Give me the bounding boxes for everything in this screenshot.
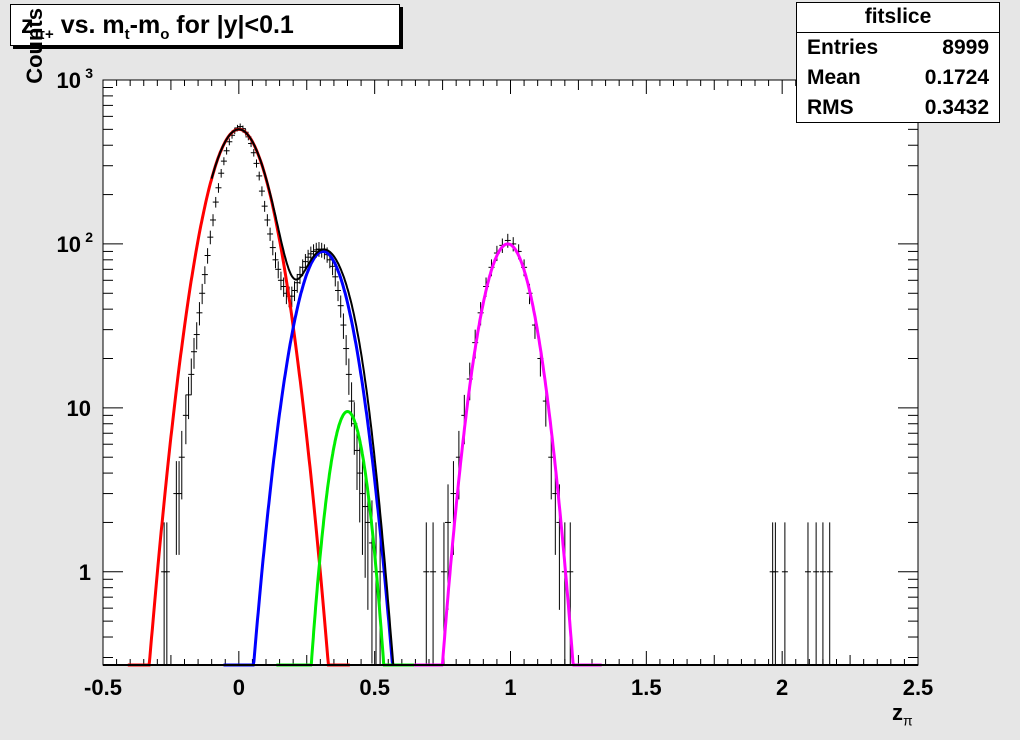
title-z: z xyxy=(21,11,34,39)
fit-curves xyxy=(103,127,918,667)
y-tick-exponent: 2 xyxy=(85,229,93,245)
y-tick-label: 10 xyxy=(57,232,81,257)
fit-curve-1 xyxy=(223,249,423,667)
title-vs: vs. m xyxy=(53,11,125,39)
x-axis-label: zπ xyxy=(892,700,913,729)
stats-row-entries: Entries 8999 xyxy=(797,33,999,63)
title-o-sub: o xyxy=(160,26,170,43)
stats-label: RMS xyxy=(807,96,854,119)
x-tick-label: 0.5 xyxy=(359,675,390,700)
x-tick-label: 0 xyxy=(233,675,245,700)
stats-value: 0.3432 xyxy=(924,96,989,119)
x-tick-label: 1 xyxy=(504,675,516,700)
stats-value: 0.1724 xyxy=(924,66,989,89)
stats-box: fitslice Entries 8999 Mean 0.1724 RMS 0.… xyxy=(796,2,1000,123)
title-z-sub: π+ xyxy=(33,26,54,43)
title-rest: for |y|<0.1 xyxy=(169,11,294,39)
stats-row-rms: RMS 0.3432 xyxy=(797,93,999,123)
y-axis-label: Counts xyxy=(22,8,47,84)
x-tick-label: -0.5 xyxy=(84,675,122,700)
title-dash: -m xyxy=(129,11,161,39)
title-m-sub: t xyxy=(124,26,130,43)
stats-name: fitslice xyxy=(797,3,999,33)
y-tick-label: 1 xyxy=(79,560,91,585)
x-tick-label: 1.5 xyxy=(631,675,662,700)
x-tick-label: 2 xyxy=(776,675,788,700)
stats-label: Mean xyxy=(807,66,861,89)
x-tick-label: 2.5 xyxy=(903,675,934,700)
stats-row-mean: Mean 0.1724 xyxy=(797,63,999,93)
y-tick-label: 10 xyxy=(57,68,81,93)
fit-curve-3 xyxy=(413,242,602,667)
stats-value: 8999 xyxy=(942,36,989,59)
stats-label: Entries xyxy=(807,36,879,59)
y-tick-label: 10 xyxy=(67,396,91,421)
x-axis-label-sub: π xyxy=(903,712,913,729)
fit-curve-4 xyxy=(210,128,397,666)
chart-title: zπ+ vs. mt-mo for |y|<0.1 xyxy=(10,4,400,46)
plot-frame xyxy=(102,79,919,666)
y-tick-exponent: 3 xyxy=(85,65,93,81)
